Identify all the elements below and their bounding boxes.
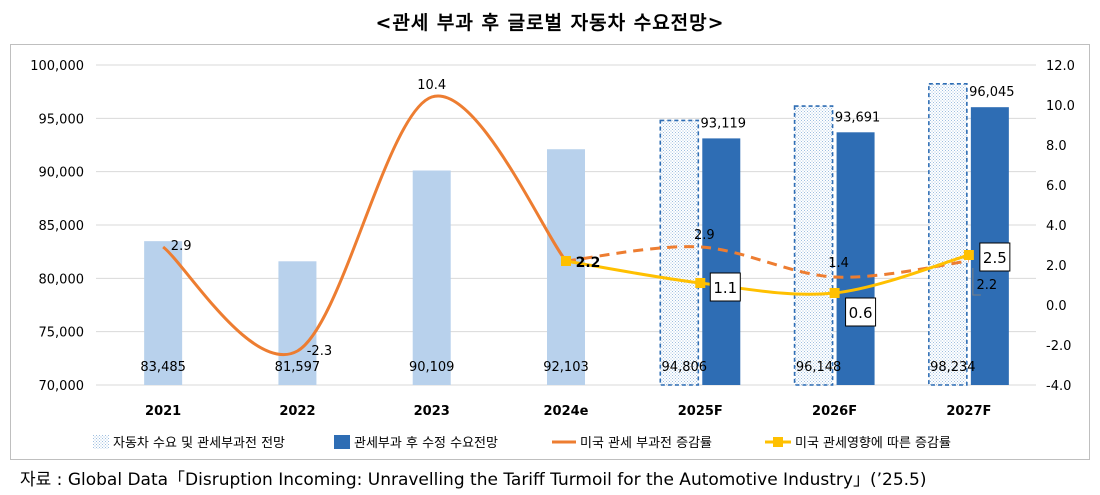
line-tariff-impact (565, 253, 970, 296)
legend-swatch-marker (773, 437, 783, 447)
y2-tick-label: -4.0 (1046, 379, 1071, 394)
line-tariff-label-box (845, 297, 877, 327)
y2-tick-label: 4.0 (1046, 219, 1067, 234)
y-tick-label: 95,000 (39, 112, 85, 127)
bar-demand-label: 96,148 (796, 360, 842, 375)
bar-revised (836, 132, 875, 385)
line-tariff-impact-marker (561, 256, 571, 266)
source-note: 자료 : Global Data「Disruption Incoming: Un… (20, 470, 927, 490)
y2-tick-label: 2.0 (1046, 259, 1067, 274)
data-labels: 83,485 81,597 90,109 92,103 94,806 93,119 96,1… (140, 78, 1014, 375)
bar-pre-tariff-forecast (928, 83, 968, 386)
right-axis-ticks: 12.0 10.0 8.0 6.0 4.0 2.0 0.0 -2.0 -4.0 (1046, 59, 1075, 394)
bar-revised-label: 96,045 (969, 85, 1015, 100)
bar-demand (412, 170, 451, 385)
y-tick-label: 100,000 (30, 59, 84, 74)
line-pre-tariff-label: 1.4 (828, 256, 849, 271)
x-tick-label: 2024e (544, 404, 589, 419)
y-tick-label: 80,000 (39, 272, 85, 287)
bar-demand-label: 92,103 (543, 360, 589, 375)
legend-label: 관세부과 후 수정 수요전망 (354, 436, 498, 451)
line-tariff-impact-marker (963, 250, 974, 260)
left-axis-ticks: 100,000 95,000 90,000 85,000 80,000 75,000 70,… (30, 59, 84, 394)
x-tick-label: 2026F (812, 404, 857, 419)
line-tariff-label: 1.1 (713, 279, 737, 297)
bar-demand (278, 261, 317, 385)
chart-title: <관세 부과 후 글로벌 자동차 수요전망> (375, 12, 725, 34)
line-pre-tariff-actual (162, 94, 568, 356)
legend-swatch-revised (334, 435, 350, 449)
y2-tick-label: -2.0 (1046, 339, 1071, 354)
x-tick-label: 2021 (145, 404, 181, 419)
bar-demand-label: 90,109 (409, 360, 455, 375)
line-pre-tariff-label: 10.4 (417, 78, 446, 93)
line-pre-tariff-label: 2.2 (977, 278, 998, 293)
bar-pre-tariff-forecast (793, 105, 834, 386)
y2-tick-label: 8.0 (1046, 139, 1067, 154)
bar-revised (702, 138, 741, 385)
legend: 자동차 수요 및 관세부과전 전망 관세부과 후 수정 수요전망 미국 관세 부과전… (93, 435, 951, 451)
label-leader-line (972, 268, 981, 296)
line-tariff-impact-marker (829, 288, 840, 298)
legend-label: 자동차 수요 및 관세부과전 전망 (113, 436, 285, 451)
bar-demand-label: 83,485 (140, 360, 186, 375)
y-tick-label: 70,000 (39, 379, 85, 394)
bar-demand (547, 149, 585, 385)
x-tick-label: 2023 (414, 404, 450, 419)
bar-demand-label: 98,234 (930, 360, 976, 375)
legend-label: 미국 관세 부과전 증감률 (580, 436, 712, 451)
line-tariff-label-box (979, 242, 1011, 272)
legend-swatch-pre-tariff (93, 435, 109, 449)
x-tick-label: 2027F (946, 404, 991, 419)
line-pre-tariff-label: -2.3 (307, 344, 332, 359)
bars (144, 83, 1009, 386)
bar-demand (144, 241, 183, 385)
x-tick-label: 2022 (279, 404, 315, 419)
y2-tick-label: 10.0 (1046, 99, 1075, 114)
line-pre-tariff-forecast (565, 245, 970, 279)
y2-tick-label: 12.0 (1046, 59, 1075, 74)
line-pre-tariff-label: 2.9 (171, 239, 192, 254)
line-tariff-impact-marker (695, 278, 706, 288)
line-tariff-label-box (709, 272, 741, 302)
y2-tick-label: 6.0 (1046, 179, 1067, 194)
bar-revised-label: 93,119 (701, 116, 747, 131)
bar-revised-label: 93,691 (835, 110, 881, 125)
line-tariff-label: 2.5 (983, 249, 1007, 267)
bar-pre-tariff-forecast (659, 119, 700, 386)
x-tick-label: 2025F (678, 404, 723, 419)
chart-frame (10, 44, 1090, 460)
bar-demand-label: 94,806 (662, 360, 708, 375)
legend-label: 미국 관세영향에 따른 증감률 (795, 436, 951, 451)
line-pre-tariff-label: 2.9 (694, 228, 715, 243)
bar-demand-label: 81,597 (275, 360, 321, 375)
y-tick-label: 85,000 (39, 219, 85, 234)
line-shared-label: 2.2 (576, 255, 601, 271)
lines (162, 94, 974, 356)
y2-tick-label: 0.0 (1046, 299, 1067, 314)
line-tariff-label: 0.6 (849, 304, 873, 322)
y-tick-label: 75,000 (39, 326, 85, 341)
chart-svg: 100,000 95,000 90,000 85,000 80,000 75,000 70,… (30, 59, 1075, 451)
x-axis-ticks: 2021 2022 2023 2024e 2025F 2026F 2027F (145, 404, 991, 419)
y-tick-label: 90,000 (39, 166, 85, 181)
